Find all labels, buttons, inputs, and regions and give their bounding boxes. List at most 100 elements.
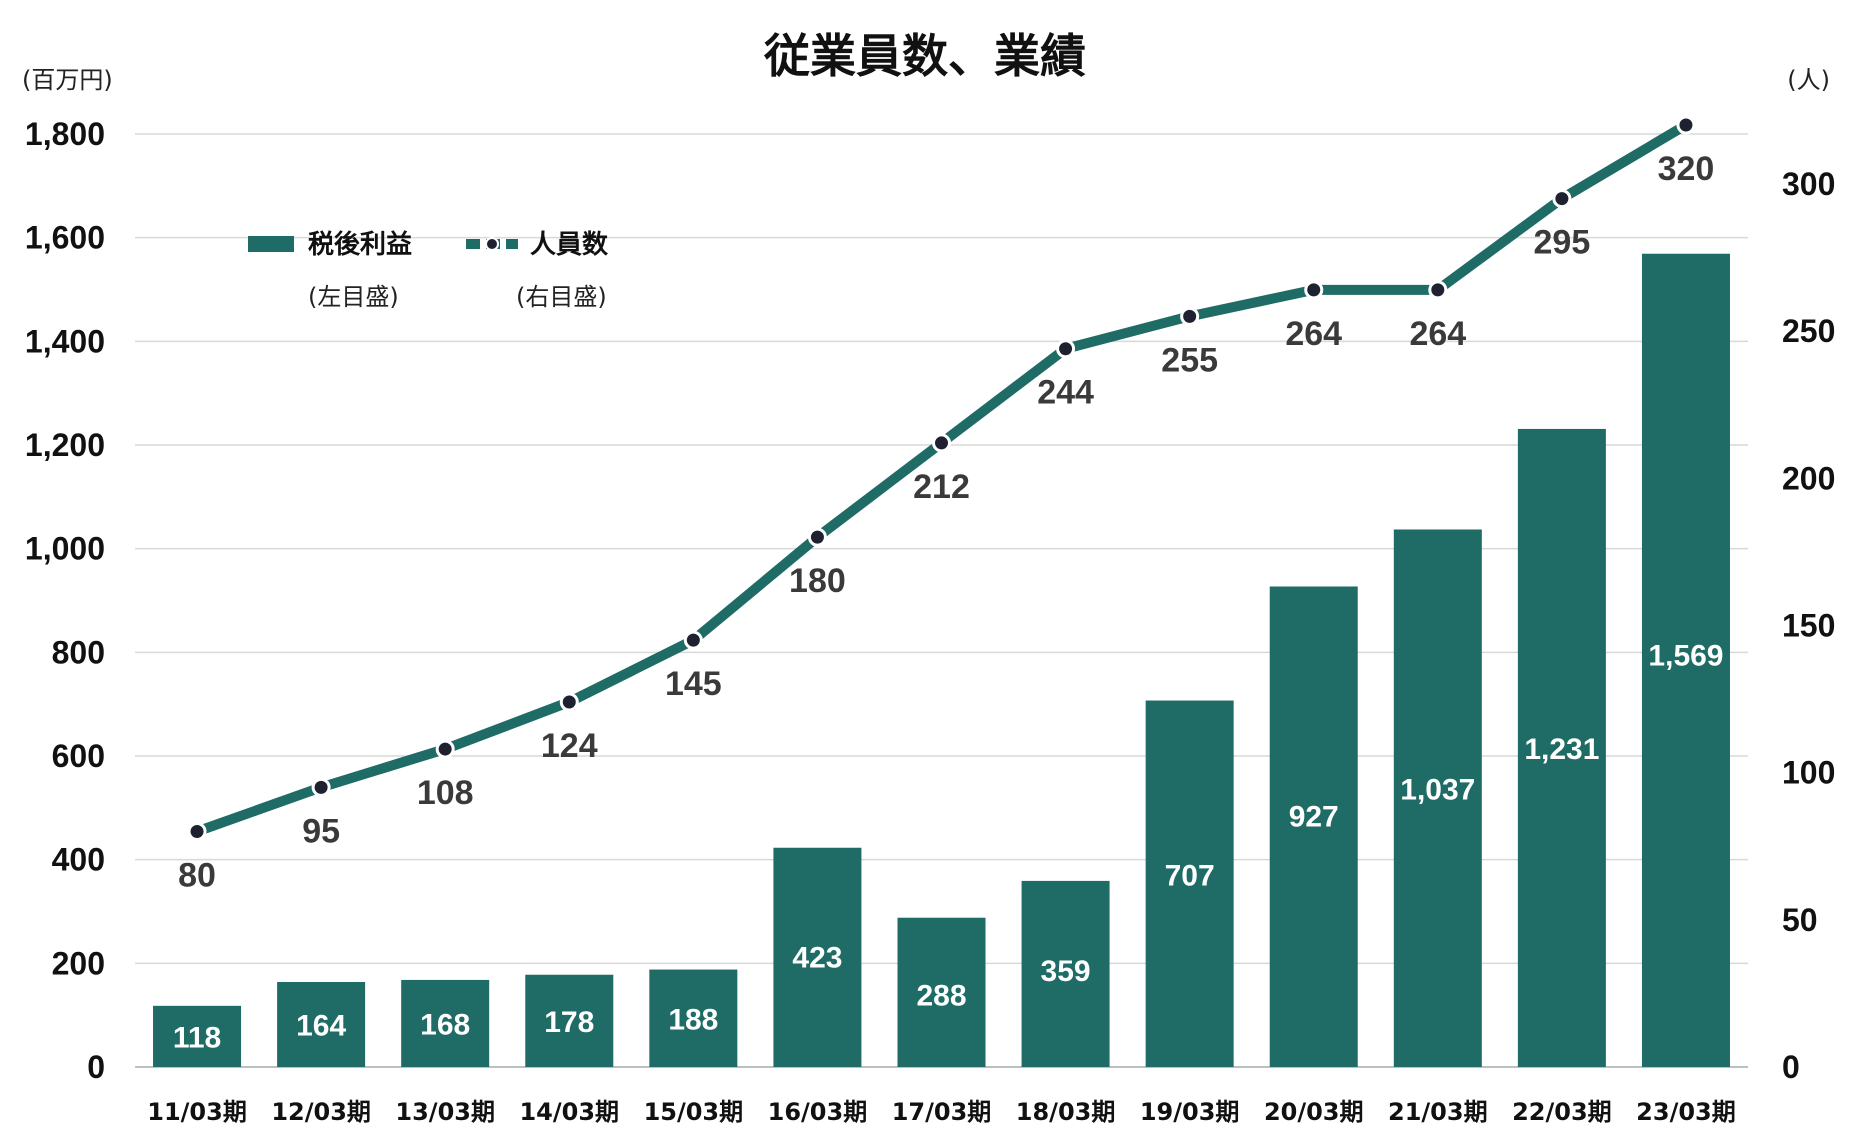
line-data-label: 212 <box>913 468 970 506</box>
x-axis: 11/03期 12/03期 13/03期 14/03期 15/03期 16/03期 17/0… <box>147 1098 1735 1126</box>
x-axis-tick-label: 15/03期 <box>644 1098 744 1126</box>
left-axis-tick-label: 0 <box>87 1049 105 1085</box>
legend-bar-axis-note: (左目盛) <box>308 283 399 311</box>
x-axis-tick-label: 22/03期 <box>1512 1098 1612 1126</box>
grid <box>135 133 1748 1068</box>
x-axis-tick-label: 20/03期 <box>1264 1098 1364 1126</box>
x-axis-tick-label: 23/03期 <box>1636 1098 1736 1126</box>
x-axis-tick-label: 18/03期 <box>1016 1098 1116 1126</box>
bar-data-labels: 118 164 168 178 188 423 288 359 707 927 1,037 1,231… <box>173 640 1724 1055</box>
legend: 税後利益 (左目盛) 人員数 (右目盛) <box>248 229 609 311</box>
bar <box>153 1005 242 1067</box>
line-point <box>807 527 827 547</box>
right-axis-tick-label: 50 <box>1782 902 1818 938</box>
line-data-label: 244 <box>1037 374 1094 412</box>
line-point <box>683 630 703 650</box>
bar <box>525 974 614 1067</box>
bar <box>649 969 738 1067</box>
bar <box>1641 253 1730 1068</box>
bar-data-label: 359 <box>1041 955 1091 988</box>
line-point <box>1428 280 1448 300</box>
x-axis-tick-label: 12/03期 <box>271 1098 371 1126</box>
x-axis-tick-label: 14/03期 <box>519 1098 619 1126</box>
legend-line-label: 人員数 <box>530 230 609 260</box>
x-axis-tick-label: 13/03期 <box>395 1098 495 1126</box>
line-data-label: 320 <box>1658 150 1715 188</box>
bar-data-label: 1,231 <box>1524 733 1599 766</box>
line-series <box>187 115 1696 841</box>
right-axis-tick-label: 150 <box>1782 607 1835 643</box>
left-axis-tick-label: 1,000 <box>25 531 105 567</box>
bar <box>773 847 862 1067</box>
line-data-label: 264 <box>1285 315 1342 353</box>
line-point <box>1676 115 1696 135</box>
line-data-label: 80 <box>178 857 216 895</box>
line-data-label: 124 <box>541 727 598 765</box>
left-axis-tick-label: 1,200 <box>25 427 105 463</box>
left-axis-tick-label: 1,400 <box>25 323 105 359</box>
bar <box>1269 586 1358 1067</box>
line-data-labels: 80 95 108 124 145 180 212 244 255 264 264 295 320 <box>178 150 1714 895</box>
right-axis: 0 50 100 150 200 250 300 <box>1782 166 1835 1085</box>
line-point <box>932 433 951 453</box>
bar-data-label: 188 <box>668 1003 718 1036</box>
left-axis-tick-label: 1,600 <box>25 220 105 256</box>
left-axis-tick-label: 800 <box>52 634 105 670</box>
line-data-label: 295 <box>1534 224 1591 262</box>
bar <box>1517 428 1606 1068</box>
right-axis-tick-label: 0 <box>1782 1049 1800 1085</box>
x-axis-tick-label: 11/03期 <box>147 1098 247 1126</box>
x-axis-tick-label: 16/03期 <box>768 1098 868 1126</box>
bar-data-label: 707 <box>1165 860 1215 893</box>
bar <box>1393 529 1482 1067</box>
bar <box>1021 880 1110 1067</box>
line-point <box>559 692 579 712</box>
line-point <box>187 822 207 841</box>
right-axis-unit: (人) <box>1787 66 1830 94</box>
bar-data-label: 118 <box>173 1021 221 1054</box>
left-axis-tick-label: 200 <box>52 945 105 981</box>
bar <box>401 979 490 1067</box>
bar-data-label: 927 <box>1289 801 1339 834</box>
line-data-label: 145 <box>665 665 722 703</box>
line-data-label: 255 <box>1161 341 1218 379</box>
bar-data-label: 1,569 <box>1648 640 1723 673</box>
left-axis-unit: (百万円) <box>22 66 113 94</box>
x-axis-tick-label: 17/03期 <box>892 1098 992 1126</box>
bar <box>897 917 986 1067</box>
line-data-label: 108 <box>417 774 474 812</box>
legend-bar-swatch <box>248 236 294 252</box>
right-axis-tick-label: 200 <box>1782 460 1835 496</box>
right-axis-tick-label: 100 <box>1782 755 1835 791</box>
legend-bar-label: 税後利益 <box>308 229 412 260</box>
line-data-label: 264 <box>1409 315 1466 353</box>
bar-data-label: 178 <box>544 1006 594 1039</box>
line-point <box>1180 306 1200 326</box>
chart-title: 従業員数、業績 <box>763 29 1086 83</box>
x-axis-tick-label: 19/03期 <box>1140 1098 1240 1126</box>
left-axis: 0 200 400 600 800 1,000 1,200 1,400 1,600 1,800 <box>25 116 105 1085</box>
legend-line-marker <box>485 237 499 251</box>
left-axis-tick-label: 1,800 <box>25 116 105 152</box>
bar-data-label: 168 <box>420 1008 470 1041</box>
bar-data-label: 288 <box>916 980 966 1013</box>
left-axis-tick-label: 400 <box>52 842 105 878</box>
right-axis-tick-label: 250 <box>1782 313 1835 349</box>
left-axis-tick-label: 600 <box>52 738 105 774</box>
line-point <box>1056 339 1076 359</box>
line-point <box>311 777 331 797</box>
bar-data-label: 423 <box>792 942 842 975</box>
line-point <box>1552 189 1572 209</box>
bar <box>1145 700 1234 1067</box>
line-point <box>1304 280 1324 300</box>
line-point <box>435 739 455 759</box>
right-axis-tick-label: 300 <box>1782 166 1835 202</box>
x-axis-tick-label: 21/03期 <box>1388 1098 1488 1126</box>
line-data-label: 95 <box>302 812 340 850</box>
bar-series <box>153 253 1730 1068</box>
legend-line-axis-note: (右目盛) <box>516 283 607 311</box>
line-data-label: 180 <box>789 562 846 600</box>
bar-data-label: 1,037 <box>1400 773 1475 806</box>
bar <box>277 981 366 1067</box>
